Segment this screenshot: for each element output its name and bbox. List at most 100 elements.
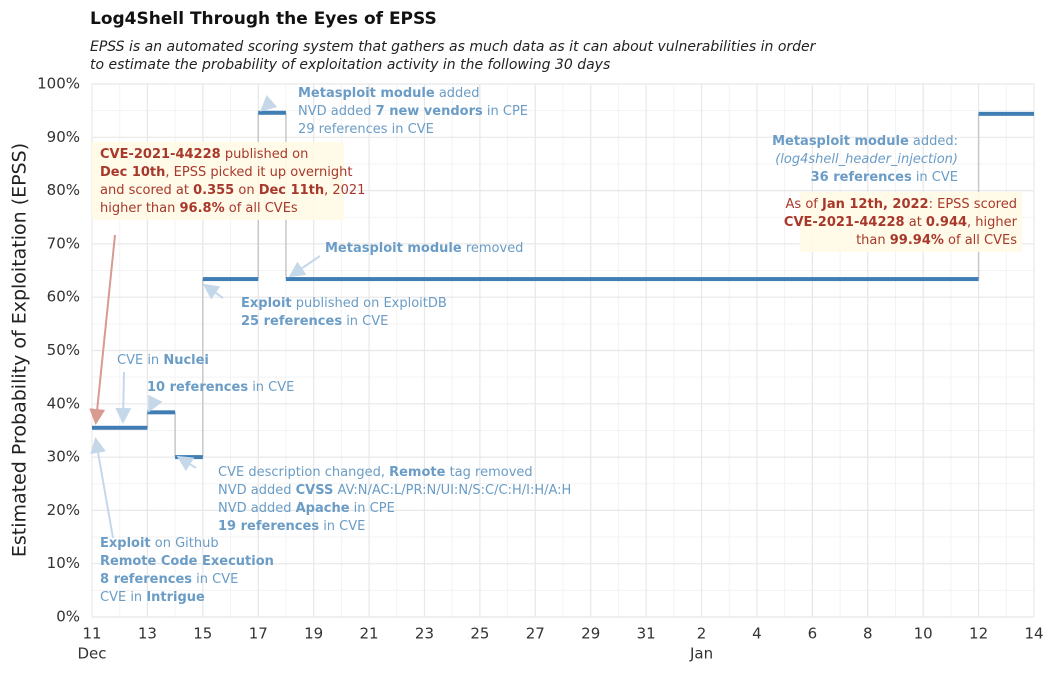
x-tick-label: 17: [249, 625, 268, 643]
x-tick-label: 14: [1024, 625, 1043, 643]
x-tick-label: 4: [752, 625, 762, 643]
y-tick-label: 70%: [47, 234, 80, 252]
annotation-text: Remote: [389, 465, 446, 480]
annotation-text: in CPE: [483, 104, 528, 119]
y-tick-label: 50%: [47, 341, 80, 359]
annotation-arrow: [176, 455, 197, 472]
annotation-line: (log4shell_header_injection): [775, 152, 958, 167]
annotation-line: 25 references in CVE: [241, 314, 388, 329]
annotation-line: Metasploit module added: [298, 86, 480, 101]
annotation-text: 10 references: [147, 380, 248, 395]
annotation-text: Metasploit module: [325, 241, 462, 256]
annotation-line: 8 references in CVE: [100, 572, 238, 587]
x-tick-label: 10: [914, 625, 933, 643]
annotation-text: 25 references: [241, 314, 342, 329]
annotation-text: Remote Code Execution: [100, 554, 274, 569]
x-tick-label: 11: [82, 625, 101, 643]
annotation-text: Exploit: [241, 296, 292, 311]
x-tick-label: 15: [193, 625, 212, 643]
annotation-text: of all CVEs: [225, 201, 298, 216]
annotation-line: Dec 10th, EPSS picked it up overnight: [100, 165, 352, 180]
annotation-arrow: [115, 371, 132, 424]
annotation-text: 8 references: [100, 572, 192, 587]
y-tick-label: 0%: [56, 608, 80, 626]
y-tick-label: 30%: [47, 448, 80, 466]
annotation-line: Remote Code Execution: [100, 554, 274, 569]
chart-title: Log4Shell Through the Eyes of EPSS: [90, 9, 437, 29]
annotation-line: NVD added Apache in CPE: [218, 501, 395, 516]
annotation-text: higher than: [100, 201, 180, 216]
annotation-text: CVE description changed,: [218, 465, 389, 480]
annotation-line: Metasploit module removed: [325, 241, 523, 256]
x-month-label: Jan: [689, 645, 713, 663]
annotation-text: in CVE: [342, 314, 388, 329]
annotation-line: CVE-2021-44228 at 0.944, higher: [784, 215, 1018, 230]
annotation-arrow: [260, 95, 278, 112]
annotation-line: than 99.94% of all CVEs: [856, 233, 1017, 248]
annotation-text: in CVE: [912, 170, 958, 185]
annotation-line: NVD added 7 new vendors in CPE: [298, 104, 528, 119]
annotation-line: 19 references in CVE: [218, 519, 365, 534]
annotation-text: Dec 11th: [259, 183, 324, 198]
annotation-line: 36 references in CVE: [811, 170, 958, 185]
annotation-line: NVD added CVSS AV:N/AC:L/PR:N/UI:N/S:C/C…: [218, 483, 571, 498]
annotation-text: Jan 12th, 2022: [821, 197, 929, 212]
x-tick-label: 27: [526, 625, 545, 643]
annotation-text: , higher: [967, 215, 1018, 230]
annotation-text: Dec 10th: [100, 165, 165, 180]
annotation-text: added:: [909, 134, 958, 149]
annotation-line: 29 references in CVE: [298, 122, 434, 137]
annotation-text: on: [234, 183, 258, 198]
annotation-text: Metasploit module: [298, 86, 435, 101]
annotation-text: in CVE: [192, 572, 238, 587]
annotation-arrow: [89, 234, 116, 425]
annotation-arrow: [148, 394, 163, 413]
y-tick-label: 40%: [47, 394, 80, 412]
step-segment: [147, 410, 176, 415]
annotation-text: Nuclei: [163, 353, 209, 368]
annotation-text: on Github: [151, 536, 219, 551]
annotation-line: and scored at 0.355 on Dec 11th, 2021: [100, 183, 365, 198]
annotation-text: Exploit: [100, 536, 151, 551]
annotation-text: 19 references: [218, 519, 319, 534]
annotation-text: and scored at: [100, 183, 193, 198]
annotation-text: Intrigue: [146, 590, 205, 605]
annotation-line: Exploit published on ExploitDB: [241, 296, 447, 311]
x-tick-label: 31: [637, 625, 656, 643]
x-tick-label: 19: [304, 625, 323, 643]
annotation-text: removed: [462, 241, 524, 256]
annotation-text: of all CVEs: [944, 233, 1017, 248]
annotation-text: Metasploit module: [772, 134, 909, 149]
x-month-label: Dec: [77, 645, 106, 663]
annotation-text: CVE in: [117, 353, 163, 368]
annotation-text: published on ExploitDB: [292, 296, 447, 311]
annotation-line: CVE description changed, Remote tag remo…: [218, 465, 533, 480]
annotation-text: tag removed: [445, 465, 532, 480]
annotation-text: CVE-2021-44228: [784, 215, 905, 230]
x-tick-label: 2: [697, 625, 707, 643]
annotation-line: Metasploit module added:: [772, 134, 958, 149]
annotation-line: higher than 96.8% of all CVEs: [100, 201, 298, 216]
y-tick-label: 100%: [37, 75, 80, 93]
annotation-text: , EPSS picked it up overnight: [165, 165, 352, 180]
y-tick-label: 20%: [47, 501, 80, 519]
annotation-arrow: [202, 283, 224, 300]
annotation-text: (log4shell_header_injection): [775, 152, 958, 167]
annotation-text: 99.94%: [890, 233, 944, 248]
annotation-text: Apache: [296, 501, 350, 516]
annotation-line: CVE in Nuclei: [117, 353, 209, 368]
annotation-text: NVD added: [218, 501, 296, 516]
annotation-text: AV:N/AC:L/PR:N/UI:N/S:C/C:H/I:H/A:H: [333, 483, 571, 498]
y-axis-label: Estimated Probability of Exploitation (E…: [9, 143, 31, 557]
step-segment: [92, 425, 148, 430]
annotation-text: , 2021: [324, 183, 365, 198]
annotation-text: 96.8%: [180, 201, 225, 216]
step-segment: [258, 110, 286, 115]
annotation-line: As of Jan 12th, 2022: EPSS scored: [786, 197, 1017, 212]
annotation-text: NVD added: [298, 104, 376, 119]
x-tick-label: 25: [470, 625, 489, 643]
annotation-text: 29 references in CVE: [298, 122, 434, 137]
x-tick-label: 23: [415, 625, 434, 643]
annotation-text: published on: [221, 147, 309, 162]
